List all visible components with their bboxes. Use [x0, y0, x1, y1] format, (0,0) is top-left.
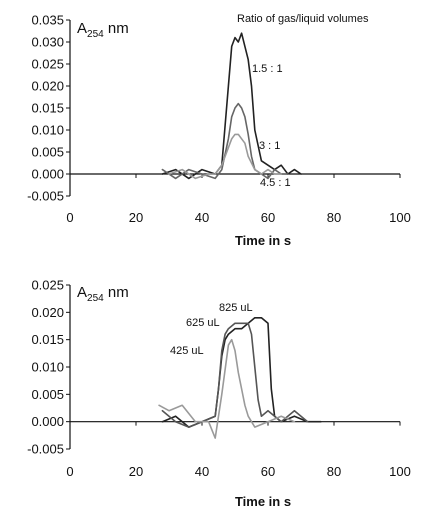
y-tick-label: 0.005 [31, 145, 64, 160]
series-label: 3 : 1 [259, 140, 280, 152]
y-tick-label: 0.020 [31, 305, 64, 320]
series-label: 625 uL [186, 317, 220, 329]
x-tick-label: 20 [129, 210, 143, 225]
x-tick-label: 60 [261, 210, 275, 225]
y-tick-label: 0.035 [31, 13, 64, 28]
chart-top: -0.005 0.000 0.005 0.010 0.015 0.020 0.025 0.03… [27, 13, 411, 249]
x-tick-label: 0 [66, 464, 73, 479]
x-tick-label: 100 [389, 464, 411, 479]
y-tick-label: 0.000 [31, 167, 64, 182]
x-tick-label: 80 [327, 210, 341, 225]
y-tick-label: 0.025 [31, 278, 64, 293]
y-tick-label: 0.010 [31, 360, 64, 375]
x-axis-label: Time in s [235, 494, 291, 509]
y-tick-label: 0.000 [31, 414, 64, 429]
x-tick-label: 20 [129, 464, 143, 479]
x-tick-label: 80 [327, 464, 341, 479]
y-tick-label: 0.015 [31, 332, 64, 347]
x-tick-label: 40 [195, 464, 209, 479]
y-tick-label: 0.030 [31, 35, 64, 50]
series-label: 825 uL [219, 302, 253, 314]
y-tick-label: -0.005 [27, 189, 64, 204]
legend-title: Ratio of gas/liquid volumes [237, 13, 369, 25]
series-line [168, 133, 282, 180]
series-label: 425 uL [170, 345, 204, 357]
y-axis-label: A254 nm [77, 20, 129, 40]
series-label: 1.5 : 1 [252, 63, 283, 75]
y-axis-label: A254 nm [77, 284, 129, 304]
chart-bottom: -0.005 0.000 0.005 0.010 0.015 0.020 0.025 0 20 4… [27, 278, 411, 510]
y-tick-label: -0.005 [27, 442, 64, 457]
x-tick-label: 60 [261, 464, 275, 479]
series-line [161, 32, 302, 180]
y-tick-label: 0.025 [31, 57, 64, 72]
y-tick-label: 0.010 [31, 123, 64, 138]
y-tick-label: 0.020 [31, 79, 64, 94]
series-line [161, 322, 309, 428]
y-tick-label: 0.005 [31, 387, 64, 402]
x-tick-label: 100 [389, 210, 411, 225]
x-tick-label: 0 [66, 210, 73, 225]
series-label: 4.5 : 1 [260, 177, 291, 189]
x-axis-label: Time in s [235, 233, 291, 248]
y-tick-label: 0.015 [31, 101, 64, 116]
x-tick-label: 40 [195, 210, 209, 225]
series-line [158, 338, 296, 439]
